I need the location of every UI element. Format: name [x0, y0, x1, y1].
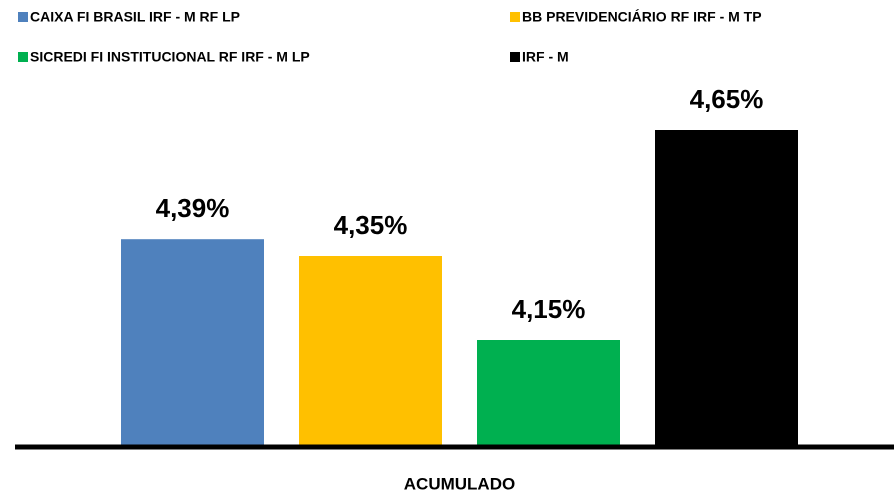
bar [477, 340, 620, 445]
legend-swatch [510, 12, 520, 22]
bar [299, 256, 442, 445]
legend-label: BB PREVIDENCIÁRIO RF IRF - M TP [522, 9, 762, 25]
data-label: 4,65% [690, 84, 764, 114]
legend-swatch [18, 12, 28, 22]
legend-label: SICREDI FI INSTITUCIONAL RF IRF - M LP [30, 49, 310, 65]
legend-label: CAIXA FI BRASIL IRF - M RF LP [30, 9, 240, 25]
legend-label: IRF - M [522, 49, 569, 65]
data-label: 4,39% [156, 193, 230, 223]
data-label: 4,15% [512, 294, 586, 324]
data-label: 4,35% [334, 210, 408, 240]
bar [655, 130, 798, 445]
legend-swatch [18, 52, 28, 62]
bar [121, 239, 264, 445]
x-tick-label: ACUMULADO [404, 474, 515, 493]
legend-swatch [510, 52, 520, 62]
